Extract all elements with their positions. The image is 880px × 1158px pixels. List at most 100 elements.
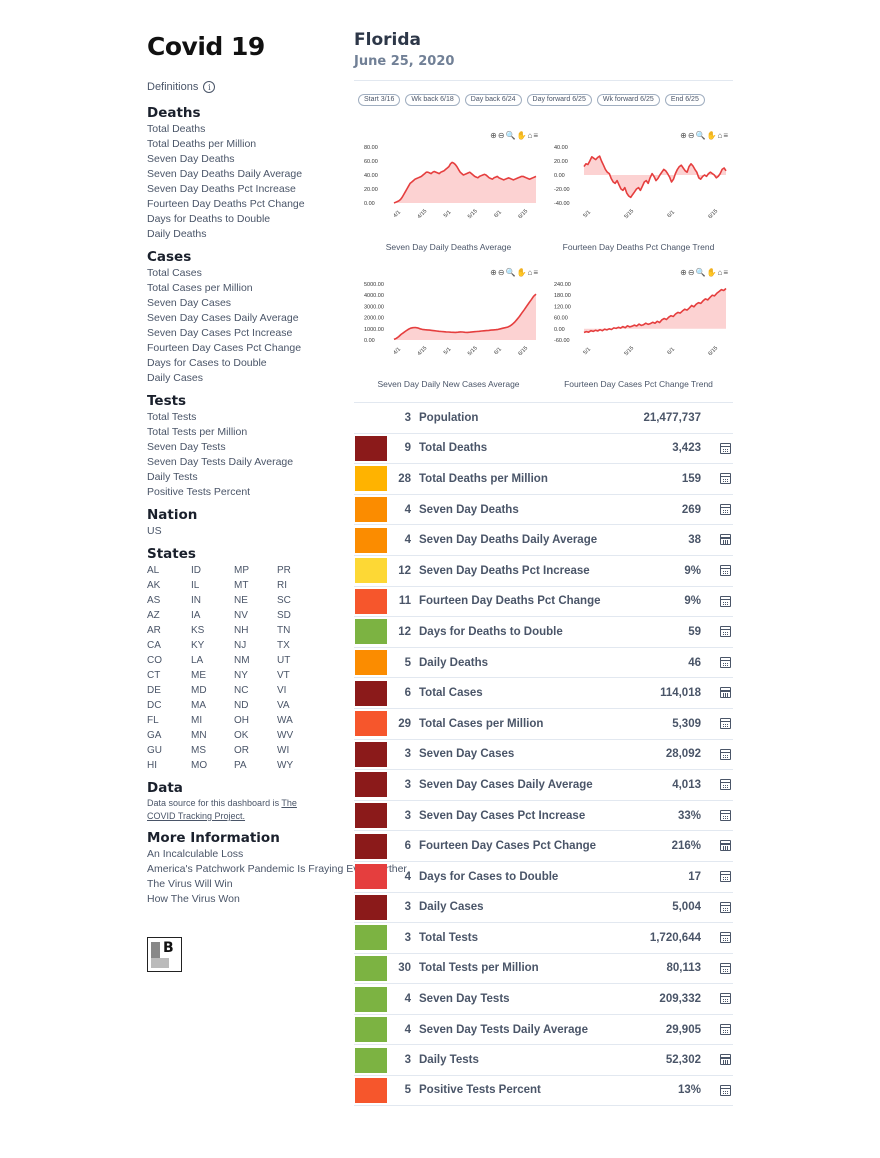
sidebar-link[interactable]: Seven Day Deaths Daily Average bbox=[147, 168, 303, 180]
state-link[interactable]: NV bbox=[234, 610, 248, 621]
state-link[interactable]: GA bbox=[147, 730, 162, 741]
calendar-icon[interactable] bbox=[720, 1023, 731, 1035]
state-link[interactable]: MT bbox=[234, 580, 249, 591]
table-row[interactable]: 5 Positive Tests Percent 13% bbox=[354, 1075, 733, 1106]
state-link[interactable]: ME bbox=[191, 670, 206, 681]
sidebar-link[interactable]: Total Deaths bbox=[147, 123, 206, 135]
calendar-icon[interactable] bbox=[720, 870, 731, 882]
table-row[interactable]: 4 Seven Day Tests 209,332 bbox=[354, 983, 733, 1014]
state-link[interactable]: VT bbox=[277, 670, 290, 681]
state-link[interactable]: ND bbox=[234, 700, 249, 711]
table-row[interactable]: 30 Total Tests per Million 80,113 bbox=[354, 952, 733, 984]
chart-toolbar-icons[interactable]: ⊕⊖🔍✋⌂≡ bbox=[680, 131, 729, 140]
calendar-icon[interactable] bbox=[720, 993, 731, 1005]
state-link[interactable]: RI bbox=[277, 580, 287, 591]
state-link[interactable]: CT bbox=[147, 670, 161, 681]
state-link[interactable]: ID bbox=[191, 565, 201, 576]
table-row[interactable]: 28 Total Deaths per Million 159 bbox=[354, 463, 733, 494]
state-link[interactable]: MS bbox=[191, 745, 206, 756]
sidebar-link[interactable]: Seven Day Deaths bbox=[147, 153, 235, 165]
sidebar-link[interactable]: Seven Day Tests Daily Average bbox=[147, 456, 294, 468]
state-link[interactable]: TN bbox=[277, 625, 291, 636]
state-link[interactable]: AZ bbox=[147, 610, 160, 621]
state-link[interactable]: LA bbox=[191, 655, 204, 666]
table-row[interactable]: 6 Total Cases 114,018 bbox=[354, 677, 733, 708]
state-link[interactable]: IA bbox=[191, 610, 201, 621]
state-link[interactable]: DC bbox=[147, 700, 162, 711]
table-row[interactable]: 3 Daily Tests 52,302 bbox=[354, 1044, 733, 1075]
state-link[interactable]: DE bbox=[147, 685, 161, 696]
sidebar-link[interactable]: The Virus Will Win bbox=[147, 878, 233, 890]
sidebar-link[interactable]: An Incalculable Loss bbox=[147, 848, 244, 860]
table-row[interactable]: 6 Fourteen Day Cases Pct Change 216% bbox=[354, 830, 733, 861]
calendar-icon[interactable] bbox=[720, 534, 731, 546]
table-row[interactable]: 4 Days for Cases to Double 17 bbox=[354, 860, 733, 892]
table-row[interactable]: 5 Daily Deaths 46 bbox=[354, 646, 733, 678]
info-icon[interactable]: i bbox=[203, 81, 216, 93]
nav-button[interactable]: Day forward 6/25 bbox=[526, 94, 592, 106]
state-link[interactable]: AR bbox=[147, 625, 161, 636]
state-link[interactable]: OK bbox=[234, 730, 249, 741]
sidebar-link[interactable]: Daily Tests bbox=[147, 471, 198, 483]
calendar-icon[interactable] bbox=[720, 779, 731, 791]
state-link[interactable]: CA bbox=[147, 640, 161, 651]
data-source-link[interactable]: The COVID Tracking Project. bbox=[147, 798, 297, 821]
state-link[interactable]: AS bbox=[147, 595, 161, 606]
state-link[interactable]: IL bbox=[191, 580, 200, 591]
state-link[interactable]: SD bbox=[277, 610, 291, 621]
calendar-icon[interactable] bbox=[720, 932, 731, 944]
state-link[interactable]: NH bbox=[234, 625, 249, 636]
state-link[interactable]: MP bbox=[234, 565, 249, 576]
table-row[interactable]: 29 Total Cases per Million 5,309 bbox=[354, 707, 733, 739]
calendar-icon[interactable] bbox=[720, 626, 731, 638]
state-link[interactable]: CO bbox=[147, 655, 162, 666]
state-link[interactable]: MI bbox=[191, 715, 203, 726]
sidebar-link[interactable]: Total Cases bbox=[147, 267, 202, 279]
sidebar-link[interactable]: Seven Day Deaths Pct Increase bbox=[147, 183, 296, 195]
table-row[interactable]: 11 Fourteen Day Deaths Pct Change 9% bbox=[354, 585, 733, 617]
state-link[interactable]: TX bbox=[277, 640, 290, 651]
state-link[interactable]: PA bbox=[234, 760, 247, 771]
state-link[interactable]: KY bbox=[191, 640, 205, 651]
table-row[interactable]: 12 Days for Deaths to Double 59 bbox=[354, 616, 733, 647]
state-link[interactable]: WI bbox=[277, 745, 290, 756]
definitions-link[interactable]: Definitions i bbox=[147, 76, 327, 98]
state-link[interactable]: MD bbox=[191, 685, 207, 696]
table-row[interactable]: 3 Seven Day Cases Daily Average 4,013 bbox=[354, 769, 733, 800]
table-row[interactable]: 3 Daily Cases 5,004 bbox=[354, 891, 733, 923]
calendar-icon[interactable] bbox=[720, 595, 731, 607]
sidebar-link[interactable]: Total Deaths per Million bbox=[147, 138, 257, 150]
chart-toolbar-icons[interactable]: ⊕⊖🔍✋⌂≡ bbox=[680, 268, 729, 277]
state-link[interactable]: HI bbox=[147, 760, 157, 771]
sidebar-link[interactable]: Total Cases per Million bbox=[147, 282, 253, 294]
definitions-label[interactable]: Definitions bbox=[147, 81, 199, 93]
state-link[interactable]: MA bbox=[191, 700, 206, 711]
state-link[interactable]: UT bbox=[277, 655, 291, 666]
state-link[interactable]: NM bbox=[234, 655, 250, 666]
calendar-icon[interactable] bbox=[720, 687, 731, 699]
nav-button[interactable]: Wk forward 6/25 bbox=[596, 94, 660, 106]
table-row[interactable]: 3 Seven Day Cases 28,092 bbox=[354, 738, 733, 770]
calendar-icon[interactable] bbox=[720, 1085, 731, 1097]
table-row[interactable]: 3 Seven Day Cases Pct Increase 33% bbox=[354, 799, 733, 831]
calendar-icon[interactable] bbox=[720, 1054, 731, 1066]
sidebar-link[interactable]: Total Tests per Million bbox=[147, 426, 248, 438]
table-row[interactable]: 4 Seven Day Deaths 269 bbox=[354, 493, 733, 525]
table-row[interactable]: 4 Seven Day Deaths Daily Average 38 bbox=[354, 524, 733, 555]
state-link[interactable]: VA bbox=[277, 700, 290, 711]
sidebar-link[interactable]: Seven Day Tests bbox=[147, 441, 226, 453]
sidebar-link[interactable]: Seven Day Cases bbox=[147, 297, 232, 309]
sidebar-link[interactable]: Seven Day Cases Daily Average bbox=[147, 312, 299, 324]
calendar-icon[interactable] bbox=[720, 809, 731, 821]
calendar-icon[interactable] bbox=[720, 901, 731, 913]
nav-button[interactable]: End 6/25 bbox=[664, 94, 705, 106]
state-link[interactable]: MO bbox=[191, 760, 208, 771]
state-link[interactable]: NY bbox=[234, 670, 248, 681]
sidebar-link[interactable]: Fourteen Day Deaths Pct Change bbox=[147, 198, 305, 210]
state-link[interactable]: AK bbox=[147, 580, 161, 591]
state-link[interactable]: NJ bbox=[234, 640, 247, 651]
state-link[interactable]: WY bbox=[277, 760, 294, 771]
state-link[interactable]: WA bbox=[277, 715, 293, 726]
calendar-icon[interactable] bbox=[720, 717, 731, 729]
state-link[interactable]: MN bbox=[191, 730, 207, 741]
